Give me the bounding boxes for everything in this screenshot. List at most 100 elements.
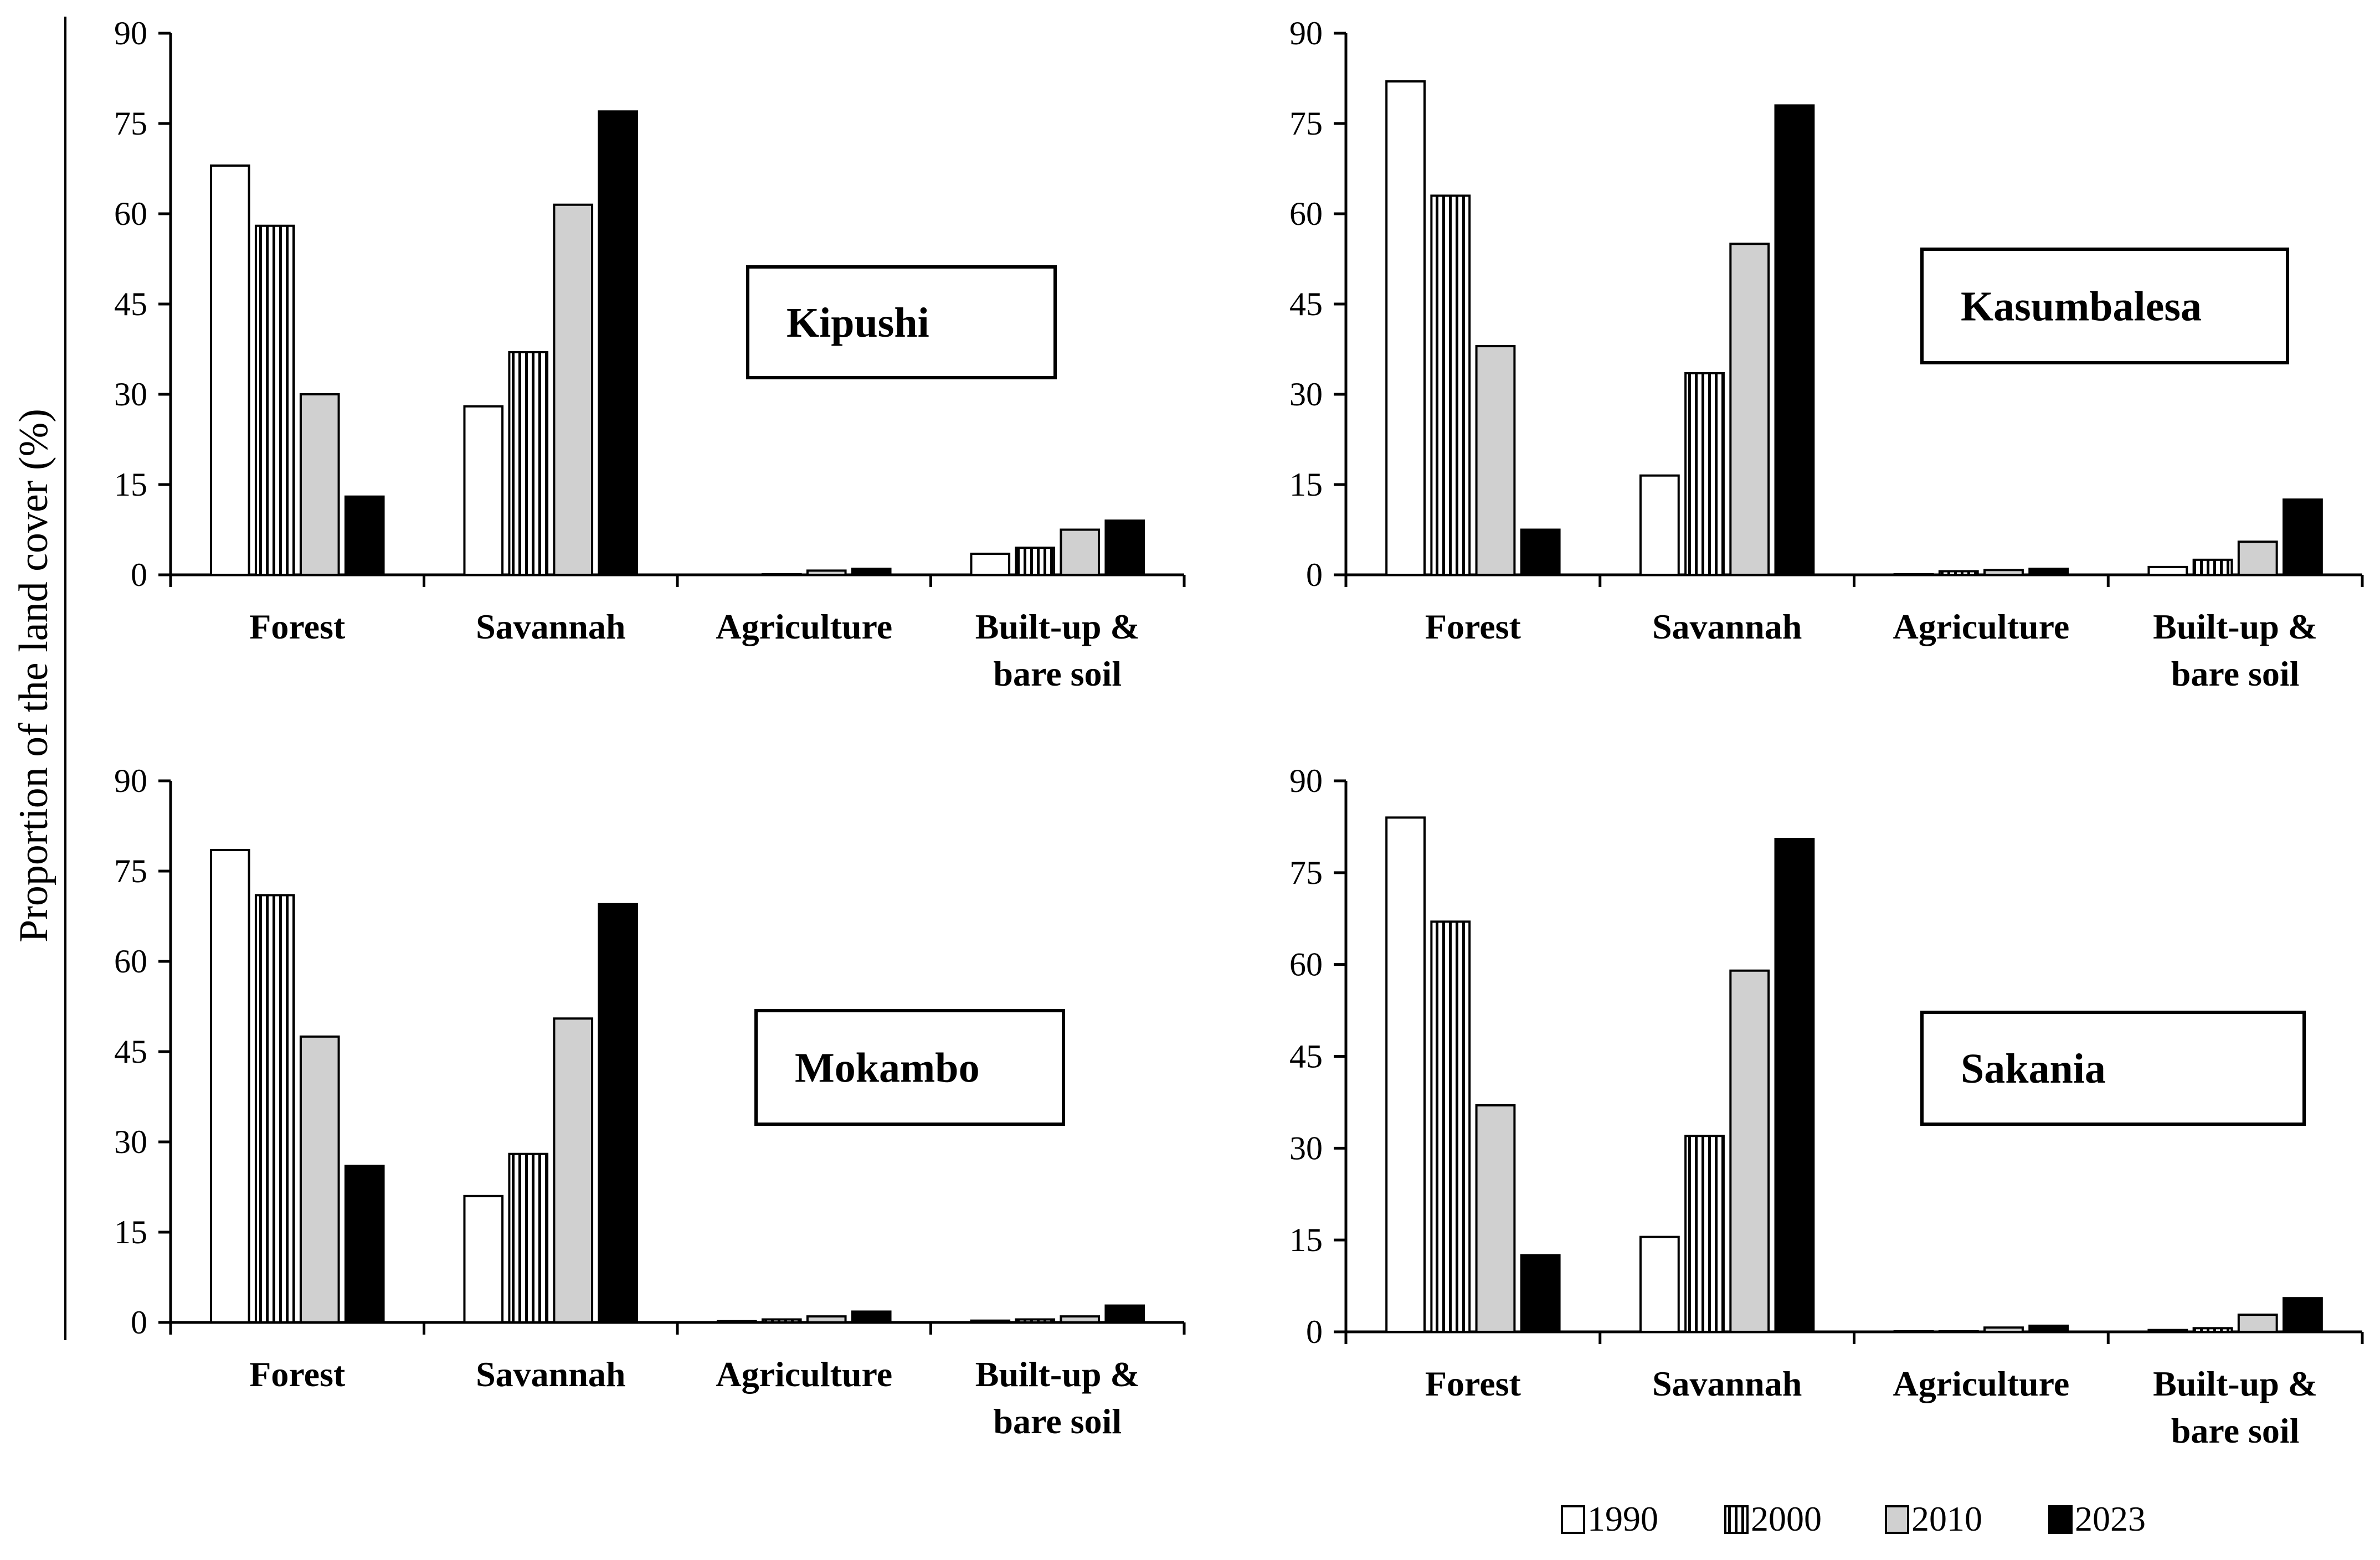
chart-panel-mokambo: 0 15 30 45 60 75 90 Forest Savannah Agriculture Bu… [114, 763, 1186, 1441]
panel-title-box [746, 265, 1057, 379]
category-label: Forest [249, 1355, 346, 1394]
y-tick-label: 0 [131, 557, 147, 593]
bar-2000-1 [1684, 1135, 1725, 1333]
bar-2010-0 [299, 1035, 340, 1324]
bar-2010-1 [1729, 969, 1770, 1333]
category-label: Agriculture [716, 607, 892, 646]
category-label: Built-up & [2153, 607, 2317, 646]
category-label: Forest [249, 607, 346, 646]
bar-1990-0 [209, 164, 250, 576]
y-tick-label: 45 [114, 286, 147, 322]
bar-2010-3 [1060, 1315, 1101, 1324]
bar-2010-2 [806, 1315, 847, 1324]
y-tick-label: 45 [1289, 286, 1323, 322]
category-label: bare soil [2171, 654, 2300, 693]
y-tick-label: 15 [114, 1214, 147, 1250]
bar-1990-2 [716, 1320, 757, 1324]
y-tick-label: 60 [1289, 946, 1323, 983]
panel-title: Sakania [1961, 1046, 2106, 1092]
y-tick-label: 60 [114, 943, 147, 980]
bar-2000-1 [508, 351, 549, 576]
bar-2023-3 [1104, 1304, 1145, 1324]
panel-title-box [1920, 248, 2289, 364]
bar-2023-1 [598, 110, 639, 576]
category-label: Savannah [1652, 607, 1802, 646]
bar-1990-1 [463, 1195, 504, 1324]
bar-2023-3 [2283, 1297, 2323, 1333]
panel-title: Mokambo [795, 1045, 980, 1092]
bar-2000-1 [508, 1152, 549, 1324]
bar-1990-0 [1385, 80, 1426, 576]
bar-2010-0 [1475, 1104, 1516, 1333]
y-tick-label: 15 [1289, 1222, 1323, 1258]
bar-2023-0 [344, 495, 385, 576]
chart-panel-sakania: 0 15 30 45 60 75 90 Forest Savannah Agriculture Bu… [1289, 763, 2364, 1450]
y-tick-label: 90 [114, 15, 147, 52]
panel-title: Kasumbalesa [1961, 284, 2202, 330]
legend-label-1990: 1990 [1587, 1499, 1658, 1538]
chart-panel-kasumbalesa: 0 15 30 45 60 75 90 Forest Savannah Agriculture Bu… [1289, 15, 2364, 693]
bar-1990-1 [1639, 474, 1680, 576]
bar-2010-2 [806, 569, 847, 576]
y-tick-label: 15 [114, 466, 147, 503]
bar-1990-3 [2147, 565, 2188, 576]
bar-1990-3 [970, 1319, 1011, 1324]
bar-2010-1 [553, 203, 594, 576]
bar-1990-0 [209, 848, 250, 1324]
legend-swatch-2000 [1724, 1505, 1749, 1534]
category-label: Savannah [476, 1355, 625, 1394]
bar-1990-0 [1385, 816, 1426, 1334]
y-tick-label: 75 [1289, 105, 1323, 142]
bar-2023-0 [1520, 528, 1561, 576]
category-label: Savannah [1652, 1364, 1802, 1403]
bar-2023-3 [1104, 519, 1145, 576]
legend-label-2010: 2010 [1911, 1499, 1982, 1538]
y-tick-label: 75 [114, 105, 147, 142]
bar-2023-1 [1774, 104, 1815, 576]
y-tick-label: 90 [114, 763, 147, 799]
bar-2000-2 [1938, 1330, 1979, 1334]
y-tick-label: 30 [1289, 1130, 1323, 1166]
bar-2023-2 [2028, 1324, 2069, 1333]
bar-2000-0 [1430, 194, 1471, 576]
y-tick-label: 30 [114, 1124, 147, 1160]
bar-2023-0 [1520, 1254, 1561, 1334]
bar-2023-2 [2028, 568, 2069, 576]
bar-1990-2 [1893, 1330, 1934, 1334]
bar-2010-1 [1729, 243, 1770, 576]
bar-2000-0 [1430, 920, 1471, 1334]
panel-title: Kipushi [787, 300, 929, 346]
panel-title-box [1920, 1011, 2306, 1126]
bar-2000-2 [1938, 570, 1979, 576]
legend-label-2023: 2023 [2075, 1499, 2146, 1538]
y-tick-label: 90 [1289, 15, 1323, 52]
category-label: Built-up & [2153, 1364, 2317, 1403]
bar-1990-1 [1639, 1235, 1680, 1334]
y-tick-label: 45 [114, 1033, 147, 1070]
y-tick-label: 0 [131, 1304, 147, 1341]
bar-2000-0 [254, 894, 295, 1324]
bar-2010-3 [2237, 1314, 2278, 1333]
legend-swatch-2010 [1885, 1505, 1909, 1534]
legend-swatch-2023 [2048, 1505, 2073, 1534]
category-label: bare soil [2171, 1411, 2300, 1450]
y-tick-label: 75 [114, 853, 147, 889]
bar-2000-2 [761, 573, 802, 576]
bar-2010-2 [1983, 569, 2024, 576]
category-label: bare soil [993, 654, 1122, 693]
bar-2023-2 [851, 568, 892, 576]
bar-1990-1 [463, 405, 504, 576]
bar-2023-3 [2283, 498, 2323, 576]
bar-1990-3 [970, 552, 1011, 576]
panel-title-box [754, 1009, 1065, 1126]
category-label: bare soil [993, 1402, 1122, 1441]
y-tick-label: 0 [1306, 1314, 1323, 1350]
bar-2000-0 [254, 224, 295, 576]
bar-2000-3 [2192, 558, 2233, 576]
category-label: Built-up & [975, 607, 1140, 646]
legend: 1990 2000 2010 2023 [1561, 1499, 2146, 1538]
y-tick-label: 30 [1289, 376, 1323, 413]
chart-panel-kipushi: 0 15 30 45 60 75 90 Forest Savannah Agriculture Bu… [114, 15, 1186, 693]
y-tick-label: 75 [1289, 854, 1323, 891]
